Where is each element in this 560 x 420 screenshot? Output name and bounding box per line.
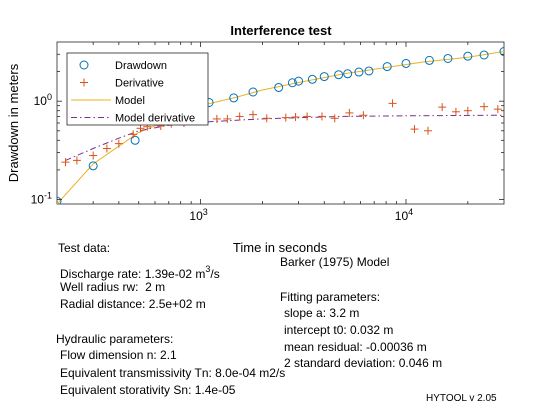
drawdown-point — [294, 76, 304, 86]
fit-mean-residual: mean residual: -0.00036 m — [284, 340, 427, 354]
legend-entry: Model derivative — [71, 113, 195, 125]
hydraulic-heading: Hydraulic parameters: — [56, 332, 174, 346]
series-line-2 — [57, 51, 504, 204]
drawdown-point — [287, 78, 297, 88]
fit-std-deviation: 2 standard deviation: 0.046 m — [284, 356, 443, 370]
derivative-point — [345, 108, 354, 117]
radial-distance: Radial distance: 2.5e+02 m — [60, 297, 206, 311]
discharge-rate-text: Discharge rate: 1.39e-02 m — [60, 267, 206, 281]
legend-label: Drawdown — [115, 60, 167, 72]
y-tick-label: 10-1 — [31, 191, 52, 207]
test-data-heading: Test data: — [58, 241, 111, 255]
derivative-point — [129, 130, 138, 139]
legend-label: Model derivative — [115, 113, 195, 125]
derivative-point — [451, 107, 460, 116]
fit-slope: slope a: 3.2 m — [284, 306, 360, 320]
model-name: Barker (1975) Model — [280, 255, 390, 269]
derivative-point — [410, 125, 419, 134]
derivative-point — [89, 151, 98, 160]
derivative-point — [249, 110, 258, 119]
derivative-point — [291, 113, 300, 122]
derivative-point — [493, 105, 502, 114]
drawdown-point — [401, 58, 411, 68]
derivative-point — [223, 114, 232, 123]
well-radius: Well radius rw: 2 m — [60, 280, 166, 294]
chart-title: Interference test — [230, 23, 332, 38]
fit-intercept: intercept t0: 0.032 m — [284, 323, 394, 337]
drawdown-point — [130, 135, 140, 145]
drawdown-point — [463, 51, 473, 61]
discharge-rate: Discharge rate: 1.39e-02 m3/s — [60, 262, 220, 281]
discharge-rate-exponent: 3 — [205, 264, 211, 274]
drawdown-point — [248, 87, 258, 97]
drawdown-point — [479, 50, 489, 60]
drawdown-point — [307, 74, 317, 84]
drawdown-point — [334, 70, 344, 80]
app-version: HYTOOL v 2.05 — [426, 393, 497, 404]
derivative-point — [330, 114, 339, 123]
derivative-point — [136, 124, 145, 133]
drawdown-point — [274, 82, 284, 92]
derivative-point — [61, 158, 70, 167]
legend-label: Derivative — [115, 78, 164, 90]
legend-entry: Derivative — [80, 78, 164, 90]
x-axis-label: Time in seconds — [233, 240, 328, 255]
drawdown-point — [319, 72, 329, 82]
equivalent-storativity: Equivalent storativity Sn: 1.4e-05 — [60, 383, 236, 397]
drawdown-point — [354, 67, 364, 77]
derivative-point — [102, 144, 111, 153]
drawdown-point — [229, 93, 239, 103]
derivative-point — [235, 112, 244, 121]
derivative-point — [212, 114, 221, 123]
derivative-point — [424, 126, 433, 135]
derivative-point — [114, 139, 123, 148]
derivative-point — [303, 112, 312, 121]
y-axis-label: Drawdown in meters — [6, 63, 21, 182]
derivative-point — [388, 99, 397, 108]
drawdown-point — [88, 161, 98, 171]
legend-derivative-marker — [80, 78, 88, 87]
drawdown-point — [499, 47, 504, 57]
legend-drawdown-marker — [79, 60, 89, 70]
x-tick-label: 103 — [189, 207, 207, 223]
fitting-heading: Fitting parameters: — [280, 290, 381, 304]
drawdown-point — [57, 196, 62, 204]
derivative-point — [359, 111, 368, 120]
derivative-point — [281, 113, 290, 122]
legend-entry: Drawdown — [79, 60, 167, 72]
axis-ticks: 103 104 10-1 100 — [31, 42, 504, 223]
derivative-point — [317, 112, 326, 121]
derivative-point — [262, 114, 271, 123]
y-tick-label: 100 — [34, 92, 52, 108]
x-tick-label: 104 — [395, 207, 413, 223]
derivative-point — [72, 156, 81, 165]
drawdown-point — [343, 69, 353, 79]
chart-legend: Drawdown Derivative Model Model derivative — [66, 52, 209, 126]
legend-box — [66, 52, 209, 126]
drawdown-point — [382, 62, 392, 72]
legend-entry: Model — [71, 95, 145, 107]
drawdown-point — [443, 53, 453, 63]
derivative-point — [463, 106, 472, 115]
drawdown-point — [424, 55, 434, 65]
derivative-point — [480, 102, 489, 111]
discharge-rate-unit: /s — [210, 267, 220, 281]
drawdown-point — [364, 66, 374, 76]
equivalent-transmissivity: Equivalent transmissivity Tn: 8.0e-04 m2… — [60, 366, 286, 380]
flow-dimension: Flow dimension n: 2.1 — [60, 348, 177, 362]
legend-label: Model — [115, 95, 145, 107]
derivative-point — [438, 103, 447, 112]
